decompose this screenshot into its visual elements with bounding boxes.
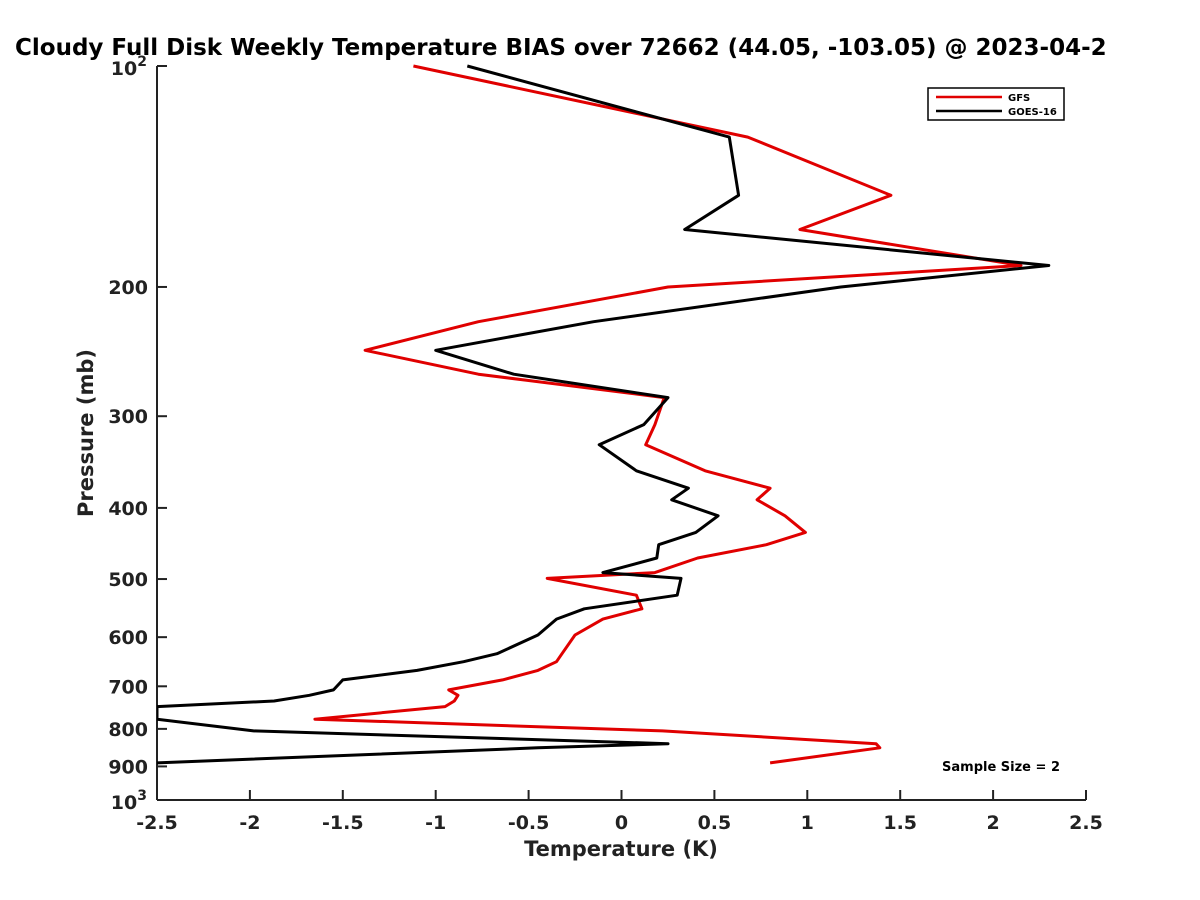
x-tick-label: 1.5 [883, 812, 917, 834]
legend-entry-label: GOES-16 [1008, 107, 1057, 118]
chart-title: Cloudy Full Disk Weekly Temperature BIAS… [15, 35, 1107, 61]
series-line-gfs [313, 64, 1023, 765]
x-tick-label: -1 [425, 812, 446, 834]
legend-entry-label: GFS [1008, 93, 1030, 104]
y-tick-label: 500 [108, 569, 148, 591]
y-tick-exponent: 3 [137, 788, 147, 804]
x-tick-label: 0.5 [698, 812, 732, 834]
legend: GFS GOES-16 [927, 87, 1065, 121]
x-tick-label: -0.5 [508, 812, 550, 834]
axes-group: -2.5 -2 -1.5 -1 -0.5 0 0.5 1 1.5 2 2.5102200300400… [108, 54, 1103, 834]
y-tick-label: 900 [108, 756, 148, 778]
y-tick-exponent: 2 [137, 54, 147, 70]
x-tick-label: -2 [239, 812, 260, 834]
x-tick-label: -2.5 [136, 812, 178, 834]
x-tick-label: 0 [615, 812, 628, 834]
x-tick-label: -1.5 [322, 812, 364, 834]
y-tick-label: 102 [111, 54, 147, 80]
legend-box [927, 87, 1065, 121]
series-group [157, 64, 1051, 765]
y-tick-label: 103 [111, 788, 147, 814]
x-tick-label: 2 [986, 812, 999, 834]
y-tick-label: 800 [108, 719, 148, 741]
y-tick-label: 200 [108, 277, 148, 299]
x-tick-label: 1 [801, 812, 814, 834]
y-tick-label: 300 [108, 406, 148, 428]
y-tick-label: 400 [108, 498, 148, 520]
x-axis-label: Temperature (K) [524, 837, 718, 861]
y-tick-label: 600 [108, 627, 148, 649]
sample-size-annotation: Sample Size = 2 [942, 760, 1060, 775]
y-tick-base: 10 [111, 58, 137, 80]
series-line-goes-16 [157, 64, 1051, 765]
y-tick-base: 10 [111, 792, 137, 814]
y-tick-label: 700 [108, 676, 148, 698]
x-tick-label: 2.5 [1069, 812, 1103, 834]
y-axis-label: Pressure (mb) [74, 349, 98, 517]
